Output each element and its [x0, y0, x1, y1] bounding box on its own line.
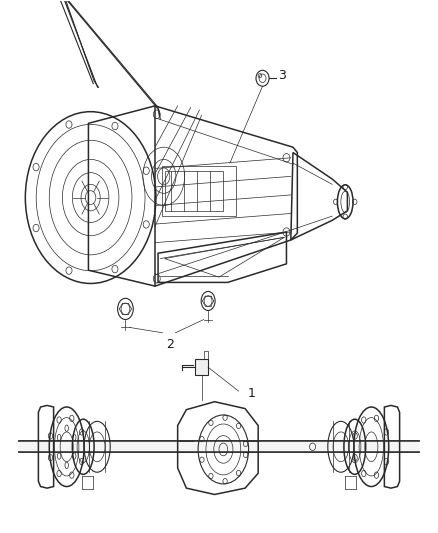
- Bar: [162, 166, 237, 216]
- Bar: [195, 359, 208, 375]
- Bar: [19, 441, 419, 452]
- Bar: [204, 351, 208, 359]
- Text: 2: 2: [166, 338, 174, 351]
- Text: 3: 3: [278, 69, 286, 82]
- Bar: [165, 171, 223, 211]
- Text: 1: 1: [247, 387, 255, 400]
